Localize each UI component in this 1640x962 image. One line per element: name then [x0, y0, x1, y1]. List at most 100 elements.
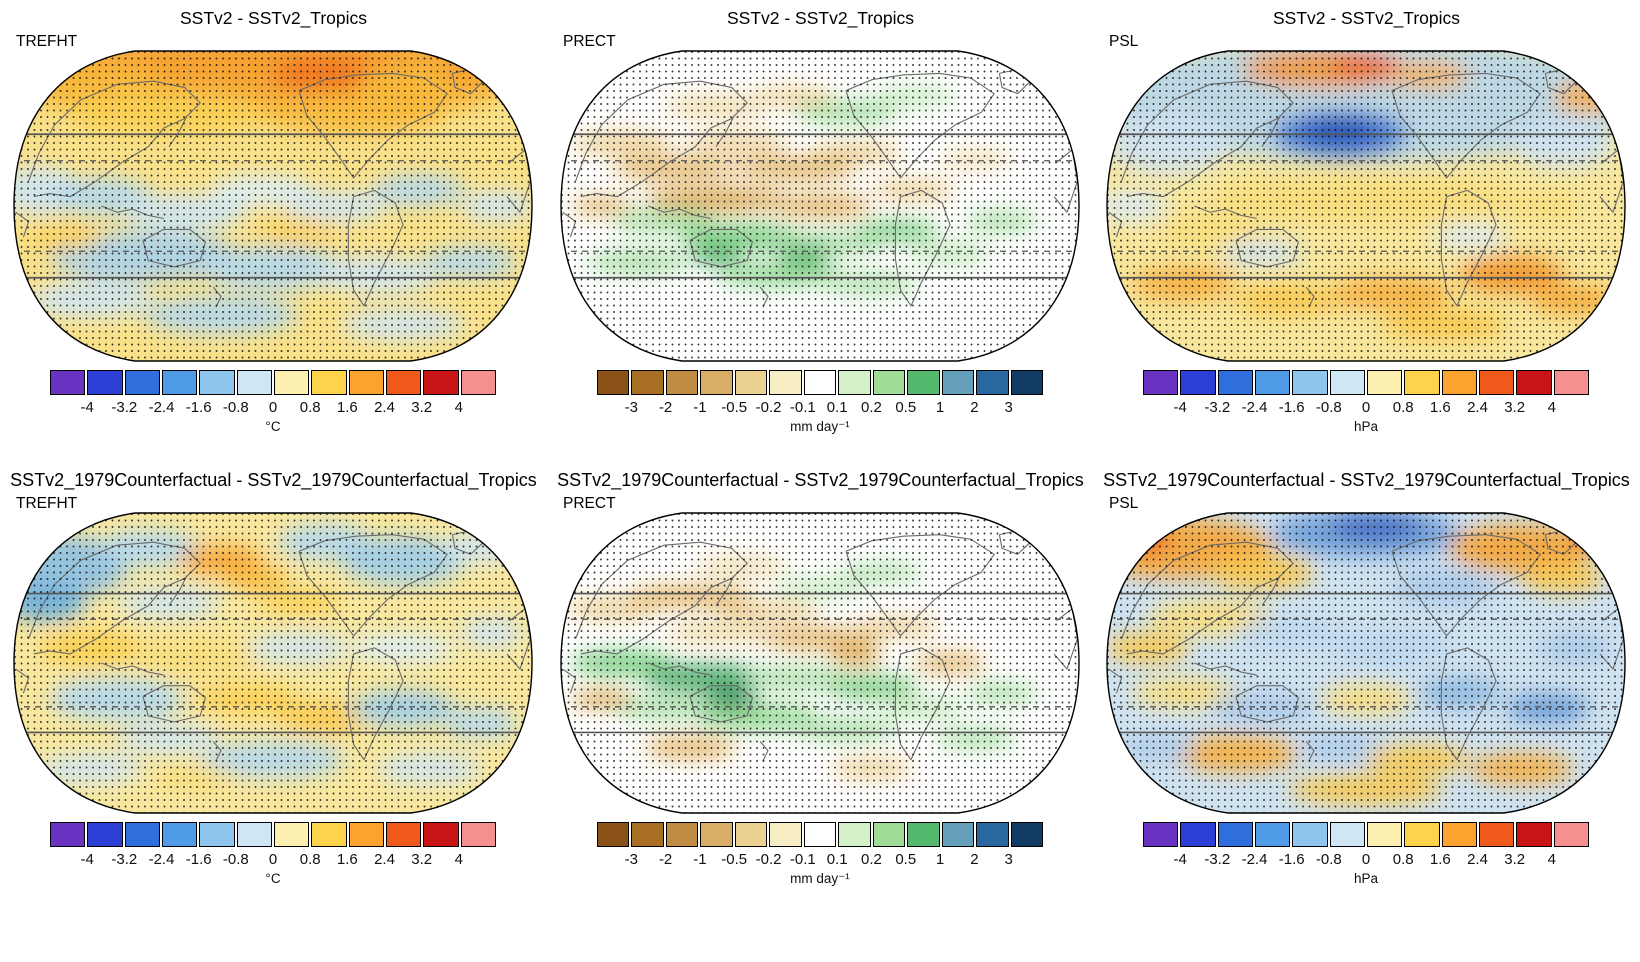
colorbar-tick-label: -4: [80, 399, 94, 416]
colorbar-cell: [803, 822, 837, 847]
colorbar-unit-label: °C: [265, 871, 281, 886]
colorbar-tick-label: -1.6: [1278, 851, 1305, 868]
colorbar-cell: [199, 822, 235, 847]
colorbar-tick-label: -1.6: [185, 851, 212, 868]
map-outline: [560, 50, 1080, 362]
panel-title: SSTv2_1979Counterfactual - SSTv2_1979Cou…: [557, 470, 1084, 490]
variable-label: TREFHT: [16, 33, 78, 50]
colorbar-unit-label: °C: [265, 419, 281, 434]
colorbar-cell: [1329, 822, 1365, 847]
colorbar-tick-label: 3.2: [411, 851, 433, 868]
colorbar-ticks: -3 -2 -1 -0.5 -0.2 -0.1 0.1 0.2 0.5 1 2 3: [597, 397, 1043, 416]
colorbar-cell: [976, 822, 1009, 847]
colorbar-cells: [50, 822, 496, 847]
colorbar-cell: [1441, 822, 1477, 847]
colorbar-tick-label: -2.4: [148, 851, 175, 868]
colorbar-tick-label: -2.4: [148, 399, 175, 416]
colorbar-tick-label: -2: [658, 851, 673, 868]
colorbar-tick-label: 0.8: [299, 851, 321, 868]
colorbar-tick-label: 0.2: [861, 399, 882, 416]
colorbar-cell: [385, 370, 422, 395]
colorbar-cell: [803, 370, 837, 395]
map-svg: [560, 50, 1080, 362]
colorbar-cell: [1292, 370, 1328, 395]
colorbar-tick-label: 1: [935, 399, 945, 416]
colorbar-cells: [1143, 822, 1589, 847]
colorbar-cell: [1180, 370, 1216, 395]
colorbar-tick-label: 3.2: [1504, 851, 1526, 868]
colorbar-cell: [941, 370, 975, 395]
colorbar-tick-label: 0.8: [1392, 851, 1414, 868]
colorbar-cell: [161, 822, 198, 847]
colorbar-tick-label: 2.4: [1467, 399, 1488, 416]
colorbar-cell: [838, 370, 871, 395]
colorbar-temp-bottom: -4 -3.2 -2.4 -1.6 -0.8 0 0.8 1.6 2.4 3.2 4 °C: [50, 822, 496, 886]
map-field: [14, 513, 532, 813]
colorbar-tick-label: 2.4: [374, 851, 395, 868]
colorbar-tick-label: -3.2: [1204, 399, 1231, 416]
colorbar-ticks: -4 -3.2 -2.4 -1.6 -0.8 0 0.8 1.6 2.4 3.2 4: [50, 849, 496, 868]
colorbar-tick-label: -1: [693, 399, 707, 416]
colorbar-tick-label: -0.1: [789, 399, 816, 416]
colorbar-tick-label: -4: [1173, 399, 1187, 416]
colorbar-cell: [1366, 370, 1403, 395]
map-field: [561, 513, 1079, 813]
colorbar-tick-label: 1.6: [1429, 851, 1451, 868]
colorbar-cell: [460, 822, 496, 847]
colorbar-tick-label: 0.8: [299, 399, 321, 416]
map-outline: [13, 512, 533, 814]
colorbar-tick-label: 2: [970, 399, 979, 416]
colorbar-cell: [1553, 370, 1589, 395]
colorbar-tick-label: 3: [1004, 399, 1013, 416]
colorbar-cell: [423, 370, 459, 395]
significance-stippling: [1107, 51, 1625, 361]
colorbar-tick-label: 0.5: [895, 399, 917, 416]
panel-title: SSTv2_1979Counterfactual - SSTv2_1979Cou…: [1103, 470, 1630, 490]
colorbar-ticks: -4 -3.2 -2.4 -1.6 -0.8 0 0.8 1.6 2.4 3.2 4: [1143, 397, 1589, 416]
colorbar-cell: [50, 370, 86, 395]
colorbar-precip-top: -3 -2 -1 -0.5 -0.2 -0.1 0.1 0.2 0.5 1 2 3 mm day⁻¹: [597, 370, 1044, 435]
colorbar-cell: [236, 822, 272, 847]
colorbar-tick-label: -1: [693, 851, 707, 868]
colorbar-cell: [87, 370, 123, 395]
colorbar-cell: [1010, 822, 1044, 847]
colorbar-cell: [1217, 370, 1253, 395]
colorbar-tick-label: -3: [624, 399, 638, 416]
colorbar-cell: [236, 370, 272, 395]
colorbar-precip-bottom: -3 -2 -1 -0.5 -0.2 -0.1 0.1 0.2 0.5 1 2 3 mm day⁻¹: [597, 822, 1044, 887]
colorbar-tick-label: 0: [268, 851, 278, 868]
colorbar-tick-label: 2.4: [374, 399, 395, 416]
colorbar-cell: [941, 822, 975, 847]
colorbar-cell: [631, 370, 664, 395]
colorbar-cell: [1366, 822, 1403, 847]
colorbar-unit-label: hPa: [1353, 871, 1379, 886]
colorbar-cell: [1516, 822, 1552, 847]
colorbar-tick-label: 4: [1547, 851, 1556, 868]
colorbar-cell: [1254, 370, 1291, 395]
colorbar-tick-label: 0: [1361, 399, 1371, 416]
colorbar-cell: [1441, 370, 1477, 395]
colorbar-tick-label: -0.5: [721, 851, 748, 868]
colorbar-tick-label: 3: [1004, 851, 1013, 868]
colorbar-cell: [1143, 822, 1179, 847]
colorbar-tick-label: -3.2: [1204, 851, 1231, 868]
significance-stippling: [561, 51, 1079, 361]
colorbar-tick-label: -0.2: [755, 399, 782, 416]
colorbar-unit-label: mm day⁻¹: [790, 871, 850, 886]
panel-trefht-bottom: SSTv2_1979Counterfactual - SSTv2_1979Cou…: [0, 468, 547, 924]
colorbar-cell: [838, 822, 871, 847]
map-svg: [13, 512, 533, 814]
colorbar-cells: [50, 370, 496, 395]
colorbar-cell: [273, 822, 310, 847]
map-trefht-top: [13, 50, 533, 362]
map-field: [1107, 513, 1625, 813]
colorbar-cell: [1478, 822, 1515, 847]
map-outline: [1106, 50, 1626, 362]
colorbar-temp-top: -4 -3.2 -2.4 -1.6 -0.8 0 0.8 1.6 2.4 3.2 4 °C: [50, 370, 496, 434]
colorbar-tick-label: -0.2: [755, 851, 782, 868]
colorbar-cell: [976, 370, 1009, 395]
colorbar-cell: [769, 370, 802, 395]
colorbar-tick-label: 4: [454, 399, 463, 416]
colorbar-cell: [597, 370, 630, 395]
colorbar-tick-label: 2: [970, 851, 979, 868]
